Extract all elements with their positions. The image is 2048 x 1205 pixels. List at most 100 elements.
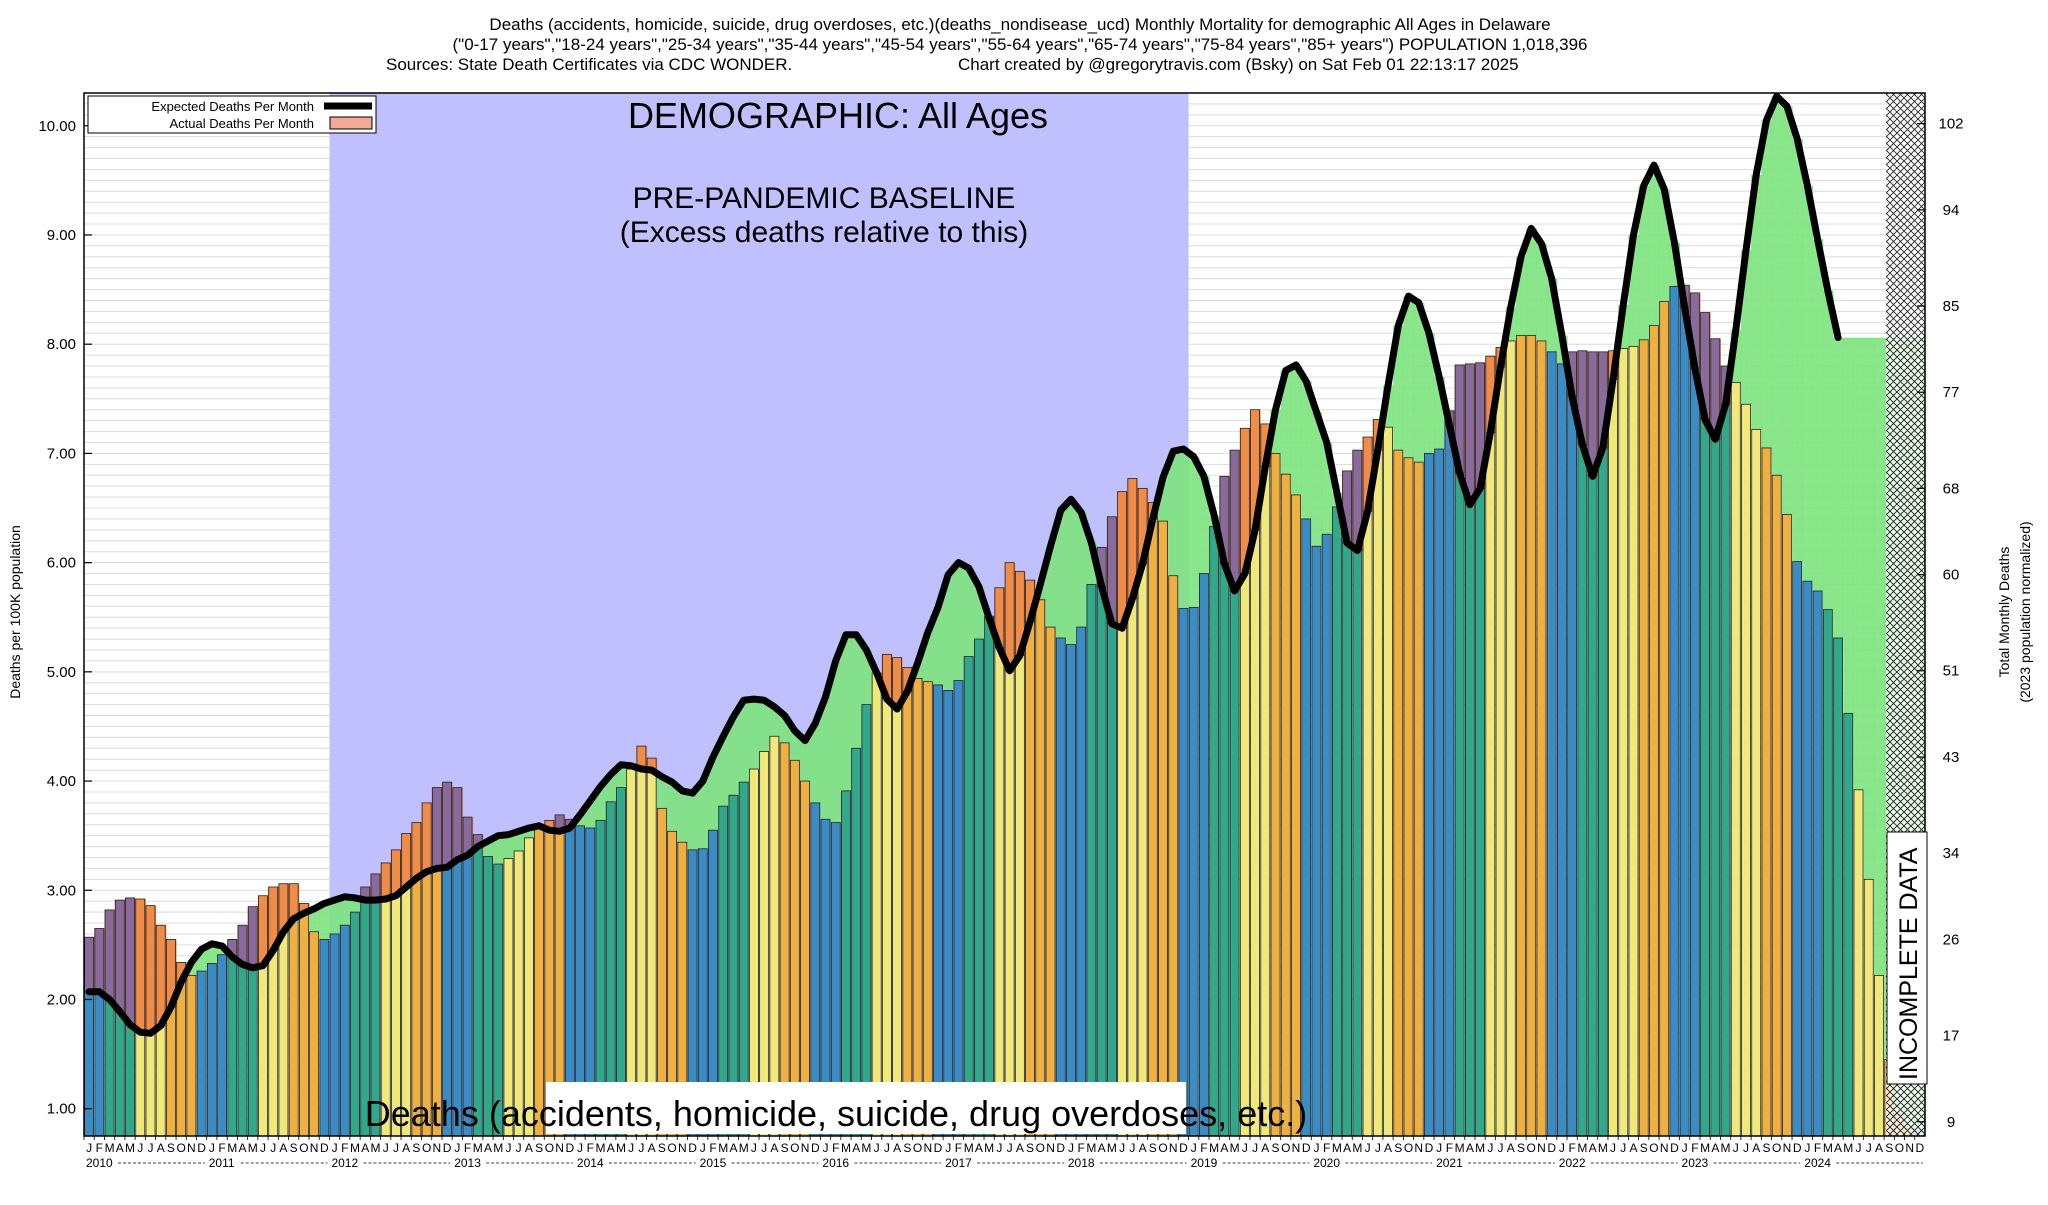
- x-month-label: O: [1281, 1141, 1290, 1155]
- bar-actual: [1710, 438, 1721, 1137]
- x-month-label: M: [964, 1141, 974, 1155]
- bar-actual: [1720, 403, 1731, 1137]
- bar-excess: [370, 873, 381, 901]
- excess-fill-segment: [1781, 106, 1793, 515]
- bar-actual: [759, 751, 770, 1137]
- excess-fill-segment: [789, 730, 801, 761]
- bar-actual: [636, 768, 647, 1137]
- bar-actual: [1260, 466, 1271, 1137]
- x-month-label: D: [1302, 1141, 1311, 1155]
- x-month-label: M: [105, 1141, 115, 1155]
- bar-excess: [104, 909, 115, 1000]
- bar-actual: [1342, 542, 1353, 1137]
- chart-title-sources: Sources: State Death Certificates via CD…: [386, 55, 792, 74]
- x-month-label: M: [248, 1141, 258, 1155]
- x-month-label: J: [1068, 1141, 1074, 1155]
- bar-actual: [1485, 432, 1496, 1137]
- excess-fill-segment: [953, 562, 965, 681]
- x-month-label: J: [1129, 1141, 1135, 1155]
- bar-actual: [1331, 506, 1342, 1137]
- bar-actual: [1741, 403, 1751, 1137]
- bar-actual: [1567, 396, 1578, 1137]
- bar-actual: [789, 759, 800, 1137]
- x-month-label: A: [1466, 1141, 1474, 1155]
- x-month-label: S: [290, 1141, 298, 1155]
- bar-actual: [1413, 461, 1424, 1137]
- x-month-label: A: [1630, 1141, 1638, 1155]
- x-month-label: J: [260, 1141, 266, 1155]
- excess-fill-segment: [513, 831, 525, 851]
- x-month-label: N: [1046, 1141, 1055, 1155]
- x-month-label: N: [433, 1141, 442, 1155]
- bar-actual: [861, 704, 872, 1137]
- x-month-label: F: [1691, 1141, 1698, 1155]
- x-month-label: N: [923, 1141, 932, 1155]
- y-tick-label-right: 94: [1943, 202, 1960, 219]
- excess-fill-segment: [922, 632, 934, 682]
- bar-actual: [1874, 975, 1884, 1137]
- x-month-label: D: [197, 1141, 206, 1155]
- excess-fill-segment: [1280, 370, 1292, 475]
- excess-fill-segment: [585, 800, 596, 829]
- bar-actual: [1004, 670, 1015, 1137]
- x-month-label: J: [1436, 1141, 1442, 1155]
- x-month-label: O: [176, 1141, 185, 1155]
- y-axis-left-title: Deaths per 100K population: [7, 525, 23, 699]
- excess-fill-segment: [1628, 234, 1640, 347]
- x-year-label: 2021: [1436, 1156, 1463, 1170]
- x-month-label: N: [555, 1141, 564, 1155]
- bar-actual: [1505, 340, 1516, 1137]
- y-tick-label-right: 60: [1943, 567, 1960, 584]
- bar-actual: [871, 672, 882, 1137]
- excess-fill-segment: [339, 896, 351, 926]
- excess-fill-segment: [1382, 385, 1394, 428]
- excess-fill-segment: [1536, 243, 1548, 341]
- bar-actual: [1516, 335, 1526, 1137]
- bar-actual: [84, 991, 95, 1137]
- excess-fill-segment: [595, 786, 607, 821]
- x-month-label: N: [1292, 1141, 1301, 1155]
- x-month-label: J: [454, 1141, 460, 1155]
- excess-fill-segment: [1393, 325, 1404, 451]
- x-month-label: S: [1394, 1141, 1402, 1155]
- x-month-label: N: [187, 1141, 196, 1155]
- excess-fill-segment: [1076, 512, 1087, 628]
- bar-actual: [1209, 526, 1220, 1137]
- bar-actual: [1250, 529, 1260, 1137]
- x-month-label: O: [422, 1141, 431, 1155]
- bar-actual: [1434, 448, 1445, 1137]
- x-month-label: J: [1007, 1141, 1013, 1155]
- x-year-label: 2024: [1804, 1156, 1831, 1170]
- x-month-label: F: [1323, 1141, 1330, 1155]
- x-month-label: J: [996, 1141, 1002, 1155]
- bar-excess: [94, 928, 105, 993]
- bar-actual: [1106, 623, 1117, 1137]
- bar-actual: [1086, 584, 1097, 1137]
- bar-actual: [1638, 339, 1649, 1137]
- x-month-label: M: [861, 1141, 871, 1155]
- bar-actual: [963, 656, 974, 1137]
- x-month-label: N: [1414, 1141, 1423, 1155]
- bar-actual: [1219, 563, 1230, 1137]
- x-month-label: F: [1446, 1141, 1453, 1155]
- bar-actual: [534, 828, 545, 1137]
- bar-actual: [1812, 590, 1823, 1137]
- x-month-label: S: [535, 1141, 543, 1155]
- y-tick-label-left: 1.00: [47, 1101, 76, 1118]
- bar-actual: [1659, 301, 1670, 1137]
- bar-actual: [1669, 285, 1680, 1137]
- bar-actual: [155, 1025, 166, 1137]
- y-tick-label-left: 8.00: [47, 336, 76, 353]
- x-month-label: J: [393, 1141, 399, 1155]
- excess-fill-segment: [1198, 476, 1210, 574]
- x-month-label: J: [761, 1141, 767, 1155]
- y-tick-label-right: 85: [1943, 298, 1960, 315]
- bar-actual: [1464, 504, 1475, 1137]
- x-month-label: J: [1313, 1141, 1319, 1155]
- x-month-label: J: [1191, 1141, 1197, 1155]
- bar-actual: [1291, 494, 1301, 1137]
- bar-actual: [258, 965, 268, 1137]
- bar-actual: [1863, 878, 1874, 1137]
- x-month-label: D: [1056, 1141, 1065, 1155]
- bar-actual: [1137, 563, 1148, 1137]
